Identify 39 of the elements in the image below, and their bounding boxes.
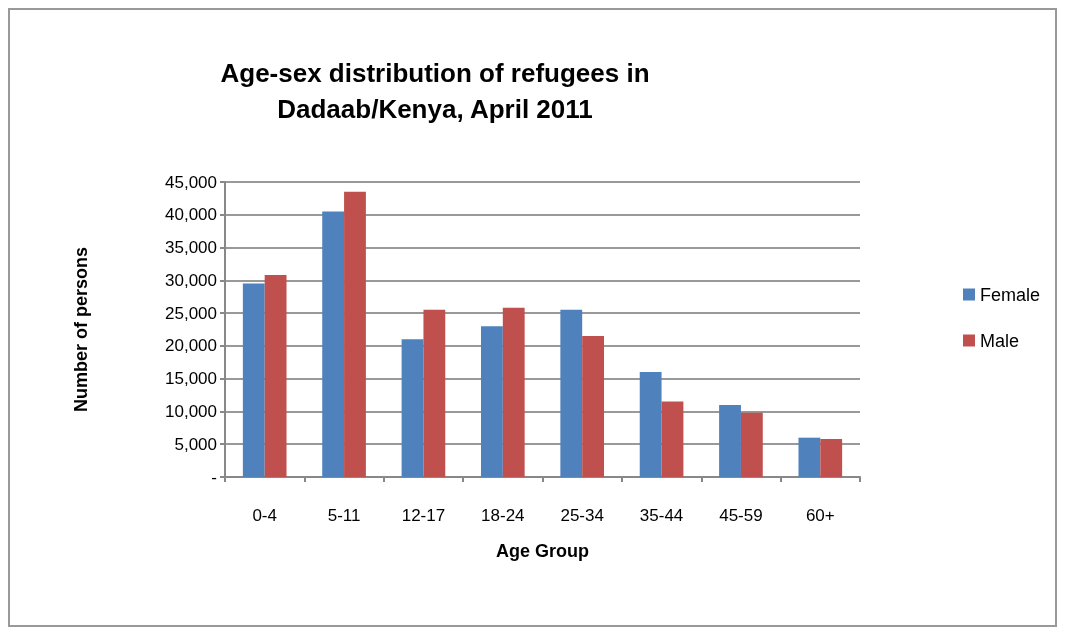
- bar: [639, 372, 662, 477]
- chart-title: Age-sex distribution of refugees in Dadaab/Kenya, April 2011: [220, 58, 650, 124]
- bar: [401, 339, 424, 477]
- bar: [560, 309, 583, 477]
- bar: [820, 438, 843, 477]
- x-tick-label: 0-4: [252, 506, 277, 525]
- x-tick-label: 35-44: [639, 506, 684, 525]
- bar: [582, 336, 605, 477]
- x-axis-title: Age Group: [496, 541, 589, 561]
- x-tick-label: 12-17: [401, 506, 446, 525]
- y-tick-label: 5,000: [174, 434, 217, 454]
- y-tick-label: 35,000: [165, 238, 217, 258]
- bar: [264, 275, 287, 477]
- x-tick-label: 25-34: [560, 506, 604, 525]
- bar: [661, 401, 684, 477]
- bar: [719, 404, 741, 477]
- bar: [502, 307, 525, 477]
- y-tick-label: 25,000: [165, 303, 217, 323]
- x-tick-label: 45-59: [719, 506, 763, 525]
- y-axis-title: Number of persons: [71, 246, 91, 413]
- bar: [322, 211, 345, 477]
- y-tick-label: 40,000: [165, 205, 217, 225]
- bar: [480, 326, 503, 477]
- bar: [344, 191, 366, 477]
- y-tick-label: -: [211, 467, 217, 487]
- y-tick-label: 45,000: [165, 172, 217, 192]
- legend-label: Female: [979, 284, 1041, 305]
- y-tick-label: 30,000: [165, 270, 217, 290]
- x-tick-label: 5-11: [327, 506, 361, 525]
- legend-label: Male: [979, 330, 1019, 351]
- y-tick-label: 10,000: [165, 401, 217, 421]
- bar: [242, 283, 265, 477]
- bar: [423, 309, 446, 477]
- y-tick-label: 15,000: [165, 369, 217, 389]
- bar: [740, 412, 763, 477]
- y-tick-label: 20,000: [165, 336, 217, 356]
- bar: [798, 437, 821, 477]
- x-tick-label: 60+: [805, 506, 835, 525]
- x-tick-label: 18-24: [481, 506, 525, 525]
